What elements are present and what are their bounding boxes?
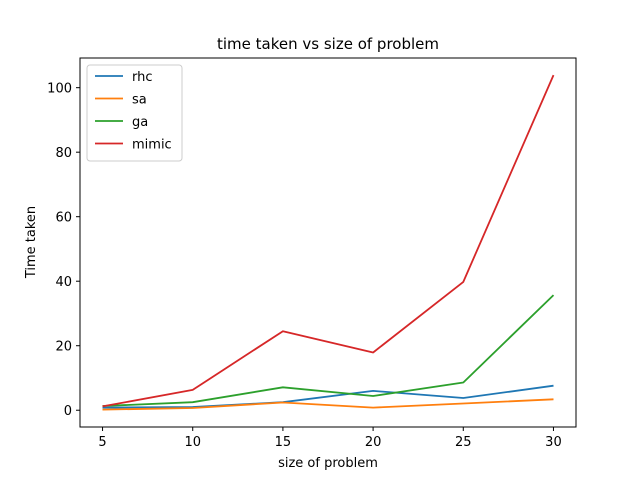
chart-title: time taken vs size of problem [217,35,439,53]
y-tick-label: 20 [55,340,72,355]
y-tick-label: 60 [55,211,72,226]
legend-label-mimic: mimic [132,138,172,153]
x-tick-label: 30 [545,435,562,450]
y-tick-label: 80 [55,146,72,161]
x-tick-label: 10 [184,435,201,450]
x-tick-label: 20 [365,435,382,450]
legend-box [86,64,183,162]
legend-label-sa: sa [132,93,147,108]
legend: rhc sa ga mimic [86,64,183,162]
legend-label-ga: ga [132,115,148,130]
x-tick-label: 25 [455,435,472,450]
series-layer [102,74,555,411]
series-line-mimic [102,74,555,408]
y-tick-label: 100 [47,82,72,97]
y-axis-label: Time taken [24,206,39,279]
series-line-sa [102,398,554,411]
x-tick-label: 5 [98,435,106,450]
x-axis: 5 10 15 20 25 30 [98,427,562,450]
y-axis: 0 20 40 60 80 100 [47,82,80,419]
series-line-ga [102,294,555,407]
x-tick-label: 15 [275,435,292,450]
y-tick-label: 0 [64,404,72,419]
plot-frame [79,57,577,428]
y-tick-label: 40 [55,275,72,290]
series-line-rhc [102,384,554,409]
legend-label-rhc: rhc [132,70,153,85]
x-axis-label: size of problem [278,456,378,471]
